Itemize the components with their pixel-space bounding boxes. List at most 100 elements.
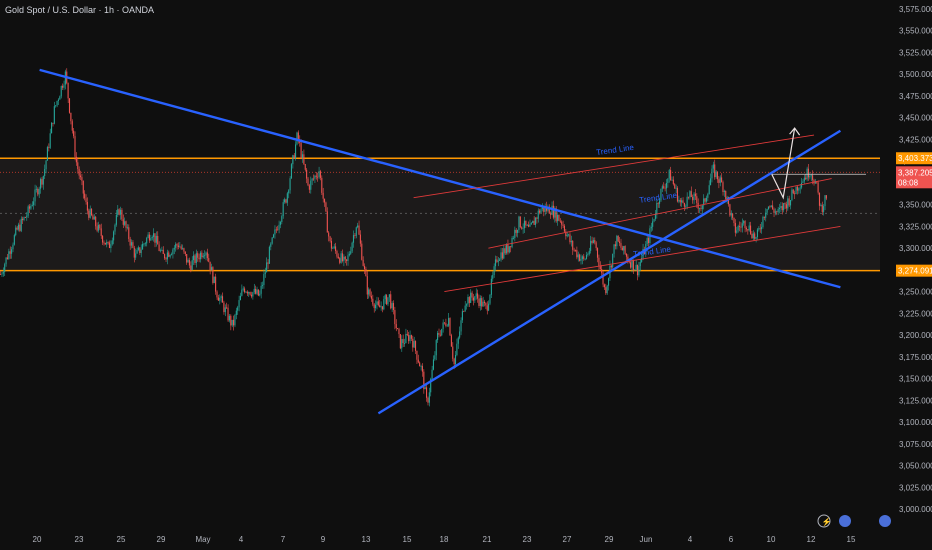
candle-body — [177, 245, 179, 247]
candle-body — [257, 289, 259, 296]
candle-body — [656, 203, 658, 215]
candle-body — [551, 205, 553, 215]
candle-body — [497, 260, 499, 262]
candle-body — [208, 258, 210, 262]
x-tick-label: 29 — [157, 535, 166, 544]
y-tick-label: 3,200.000 — [899, 331, 932, 340]
candle-body — [548, 206, 550, 214]
candle-body — [132, 242, 134, 248]
candle-body — [726, 197, 728, 200]
candle-body — [664, 187, 666, 189]
candle-body — [721, 177, 723, 183]
candle-body — [179, 246, 181, 248]
candle-body — [450, 335, 452, 347]
candle-body — [642, 248, 644, 259]
candle-body — [763, 216, 765, 218]
candle-body — [701, 205, 703, 209]
candle-body — [198, 257, 200, 260]
candle-body — [481, 298, 483, 307]
candle-body — [558, 214, 560, 221]
candle-body — [795, 186, 797, 195]
candle-body — [128, 227, 130, 239]
trend-line-ascending — [377, 129, 842, 415]
candle-body — [554, 208, 556, 218]
candle-body — [426, 387, 428, 398]
candle-body — [34, 189, 36, 202]
candle-body — [97, 224, 99, 231]
candle-body — [147, 234, 149, 238]
candle-body — [741, 223, 743, 228]
candle-body — [148, 234, 150, 241]
x-tick-label: 18 — [440, 535, 449, 544]
candle-body — [340, 253, 342, 263]
candle-body — [274, 229, 276, 235]
candle-body — [725, 190, 727, 200]
candle-body — [525, 220, 527, 226]
candle-body — [825, 195, 827, 199]
channel-line — [488, 178, 832, 249]
candle-body — [184, 251, 186, 254]
candle-body — [401, 339, 403, 349]
candle-body — [209, 261, 211, 271]
candle-body — [759, 228, 761, 230]
candle-body — [488, 303, 490, 311]
candle-body — [312, 178, 315, 180]
candle-body — [585, 254, 588, 259]
candle-body — [118, 209, 120, 215]
us-flag-icon[interactable] — [839, 515, 851, 527]
candle-body — [636, 264, 639, 276]
candle-body — [565, 231, 567, 237]
candle-body — [384, 295, 386, 300]
candle-body — [317, 176, 319, 178]
candle-body — [457, 337, 459, 344]
candle-body — [30, 205, 32, 209]
candle-body — [79, 175, 82, 178]
us-flag-icon[interactable] — [879, 515, 891, 527]
candle-body — [363, 265, 366, 269]
candle-body — [534, 217, 537, 225]
candle-body — [464, 305, 466, 312]
y-tick-label: 3,300.000 — [899, 244, 932, 253]
x-tick-label: 23 — [75, 535, 84, 544]
candle-body — [823, 206, 825, 212]
candle-body — [263, 274, 265, 286]
candle-body — [612, 253, 614, 268]
lightning-icon[interactable] — [817, 514, 831, 528]
candle-body — [13, 235, 15, 245]
candle-body — [52, 122, 54, 124]
candle-body — [181, 248, 184, 249]
candle-body — [722, 182, 724, 192]
candle-body — [769, 206, 771, 208]
candle-body — [151, 237, 153, 239]
candle-body — [537, 210, 539, 219]
candle-body — [231, 319, 233, 326]
candle-body — [555, 208, 557, 222]
candle-body — [408, 334, 410, 342]
y-tick-label: 3,025.000 — [899, 483, 932, 492]
candle-body — [403, 343, 406, 344]
candle-body — [573, 249, 575, 251]
candle-body — [39, 179, 42, 189]
candle-body — [665, 182, 667, 189]
candle-body — [337, 256, 339, 259]
candle-body — [638, 266, 640, 276]
candle-body — [718, 179, 720, 183]
candle-body — [170, 254, 173, 256]
candle-body — [41, 179, 43, 185]
candle-body — [653, 218, 655, 222]
candle-body — [135, 253, 137, 258]
candle-body — [714, 164, 716, 178]
candle-body — [708, 185, 710, 195]
candle-body — [602, 272, 604, 285]
y-tick-label: 3,125.000 — [899, 396, 932, 405]
candle-body — [377, 301, 379, 306]
candle-body — [744, 221, 746, 228]
candle-body — [6, 257, 8, 259]
candle-body — [44, 169, 46, 177]
candle-body — [820, 204, 822, 206]
candle-body — [244, 288, 246, 293]
candle-body — [379, 305, 381, 308]
candle-body — [286, 193, 288, 203]
candle-body — [26, 215, 28, 218]
